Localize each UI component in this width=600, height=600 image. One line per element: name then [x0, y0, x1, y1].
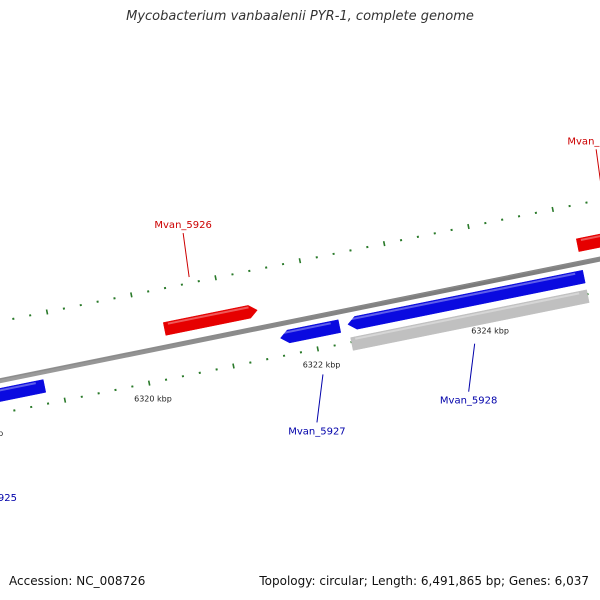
gene-label[interactable]: Mvan_5928 [440, 396, 497, 407]
forward-scale-dot [382, 241, 386, 247]
gene-label[interactable]: Mvan_5929 [567, 136, 600, 147]
forward-scale-dot [551, 206, 555, 213]
gene-shine [355, 292, 580, 340]
forward-scale-dot [130, 292, 133, 298]
reverse-gene-arrow[interactable]: Mvan_5925 [0, 379, 47, 429]
scale-tick-label: 6322 kbp [303, 361, 341, 370]
reverse-scale-dot [316, 346, 320, 352]
gene-label[interactable]: Mvan_5926 [154, 220, 211, 231]
gene-shine [0, 382, 36, 392]
forward-scale-dot [214, 275, 217, 281]
gene-shine [580, 235, 600, 241]
forward-gene-arrow[interactable]: Mvan_5926 [162, 305, 258, 336]
accession-text: Accession: NC_008726 [9, 574, 146, 588]
gene-label[interactable]: Mvan_5925 [0, 493, 17, 504]
scale-tick-label: 6318 kbp [0, 429, 3, 438]
gene-shine [351, 272, 576, 321]
forward-scale-dot [298, 258, 302, 264]
gene-label-leader [595, 149, 600, 182]
gene-label[interactable]: Mvan_5927 [288, 426, 345, 437]
map-title: Mycobacterium vanbaalenii PYR-1, complet… [126, 9, 474, 24]
backbone-layer [0, 256, 600, 384]
reverse-gene-arrow[interactable]: Mvan_5928 [347, 269, 586, 330]
gene-label-layer: Mvan_5925Mvan_5926Mvan_5927Mvan_5928Mvan… [0, 136, 600, 504]
gene-shine [167, 306, 249, 325]
scale-tick-label: 6324 kbp [471, 326, 509, 335]
pseudo-gene-arrow[interactable]: Mvan_5928 [350, 289, 590, 351]
reverse-scale-dot [232, 363, 235, 369]
gene-label-leader [182, 232, 190, 278]
genome-summary-text: Topology: circular; Length: 6,491,865 bp… [259, 574, 589, 588]
scale-tick-label: 6320 kbp [134, 395, 172, 404]
gene-label-leader [468, 343, 476, 392]
gene-shine [283, 322, 331, 334]
forward-gene-arrow[interactable]: Mvan_5929 [575, 222, 600, 252]
reverse-gene-arrow[interactable]: Mvan_5927 [280, 319, 342, 344]
reverse-scale-dot [63, 397, 67, 403]
forward-scale-dot [45, 309, 49, 315]
reverse-scale-dot [147, 380, 151, 386]
forward-scale-dot [467, 223, 470, 230]
gene-label-leader [316, 374, 324, 423]
genome-backbone-edge [0, 257, 600, 380]
genome-backbone [0, 256, 600, 384]
gene-layer: Mvan_5925Mvan_5926Mvan_5927Mvan_5928Mvan… [0, 222, 600, 429]
